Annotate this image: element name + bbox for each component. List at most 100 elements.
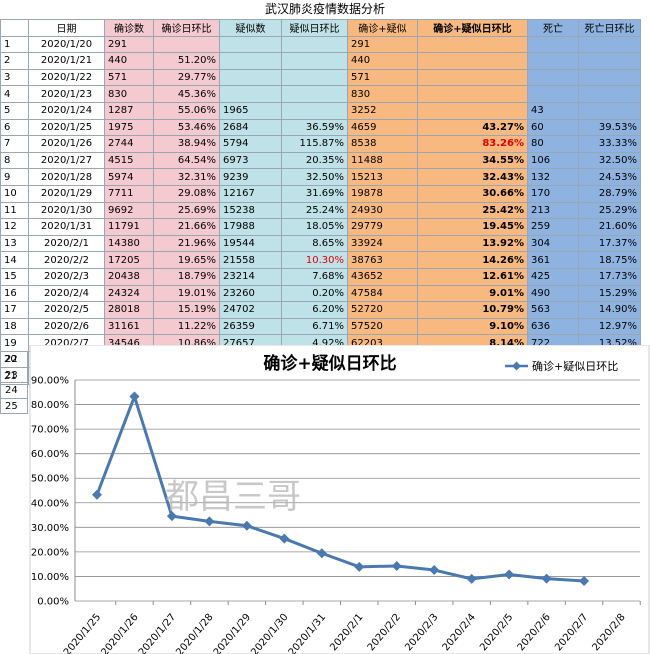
cell-t_ratio <box>417 35 528 54</box>
cell-suspected: 1965 <box>219 101 282 120</box>
cell-s_ratio <box>281 85 348 103</box>
cell-confirmed: 4515 <box>104 151 154 170</box>
cell-suspected: 26359 <box>219 317 282 336</box>
cell-c_ratio: 32.31% <box>153 168 220 186</box>
cell-t_ratio: 9.01% <box>417 284 528 303</box>
y-tick-label: 10.00% <box>31 572 69 583</box>
cell-c_ratio: 29.08% <box>153 184 220 203</box>
cell-s_ratio: 6.71% <box>281 317 348 336</box>
row-number-cell <box>0 19 29 37</box>
cell-d_ratio: 33.33% <box>578 135 641 153</box>
cell-deaths <box>527 68 579 87</box>
y-tick-label: 40.00% <box>31 498 69 509</box>
data-point <box>316 548 327 559</box>
table-row: 15 2020/2/3 20438 18.79% 23214 7.68% 43652 12.6… <box>0 267 641 286</box>
cell-total: 43652 <box>347 267 418 286</box>
chart-area <box>29 345 650 654</box>
header-row: 日期 确诊数 确诊日环比 疑似数 疑似日环比 确诊+疑似 确诊+疑似日环比 死亡 死亡日环比 <box>0 19 641 37</box>
cell-total: 8538 <box>347 135 418 153</box>
table-row: 14 2020/2/2 17205 19.65% 21558 10.30% 38763 14.… <box>0 251 641 269</box>
line-chart: 0.00% 10.00% 20.00% 30.00% 40.00% 50.00% 60.00… <box>29 345 650 654</box>
cell-total: 24930 <box>347 201 418 220</box>
table-row: 4 2020/1/23 830 45.36% 830 <box>0 85 641 103</box>
header-cell: 确诊日环比 <box>153 19 220 37</box>
y-tick-label: 70.00% <box>31 425 69 436</box>
cell-c_ratio: 19.65% <box>153 251 220 269</box>
row-number-cell: 13 <box>0 234 29 253</box>
cell-t_ratio: 10.79% <box>417 301 528 319</box>
table-row: 1 2020/1/20 291 291 <box>0 35 641 54</box>
legend-label: 确诊+疑似日环比 <box>532 359 618 373</box>
cell-t_ratio <box>417 85 528 103</box>
cell-date: 2020/2/2 <box>28 251 105 269</box>
cell-deaths: 490 <box>527 284 579 303</box>
cell-c_ratio: 21.96% <box>153 234 220 253</box>
row-number-cell: 7 <box>0 135 29 153</box>
row-number-cell: 21 <box>0 367 29 386</box>
data-point <box>579 576 590 587</box>
cell-d_ratio: 25.29% <box>578 201 641 220</box>
cell-total: 291 <box>347 35 418 54</box>
cell-suspected: 23260 <box>219 284 282 303</box>
cell-d_ratio: 24.53% <box>578 168 641 186</box>
cell-suspected: 21558 <box>219 251 282 269</box>
cell-s_ratio <box>281 52 348 70</box>
cell-total: 29779 <box>347 218 418 236</box>
header-cell: 确诊数 <box>104 19 154 37</box>
table-row: 8 2020/1/27 4515 64.54% 6973 20.35% 11488 34.55… <box>0 151 641 170</box>
table-row: 7 2020/1/26 2744 38.94% 5794 115.87% 8538 83.26… <box>0 135 641 153</box>
cell-deaths: 43 <box>527 101 579 120</box>
cell-deaths: 132 <box>527 168 579 186</box>
cell-t_ratio <box>417 101 528 120</box>
sheet-title: 武汉肺炎疫情数据分析 <box>264 2 385 16</box>
cell-total: 11488 <box>347 151 418 170</box>
cell-s_ratio <box>281 68 348 87</box>
table-row: 5 2020/1/24 1287 55.06% 1965 3252 43 <box>0 101 641 120</box>
row-number-cell: 8 <box>0 151 29 170</box>
cell-confirmed: 1287 <box>104 101 154 120</box>
cell-date: 2020/1/27 <box>28 151 105 170</box>
data-table: 日期 确诊数 确诊日环比 疑似数 疑似日环比 确诊+疑似 确诊+疑似日环比 死亡 死亡日环比 1 2… <box>0 19 641 386</box>
table-row: 11 2020/1/30 9692 25.69% 15238 25.24% 24930 25.… <box>0 201 641 220</box>
cell-deaths: 636 <box>527 317 579 336</box>
header-cell: 日期 <box>28 19 105 37</box>
cell-confirmed: 830 <box>104 85 154 103</box>
cell-date: 2020/1/23 <box>28 85 105 103</box>
row-number-cell: 20 <box>0 350 29 369</box>
cell-confirmed: 14380 <box>104 234 154 253</box>
cell-t_ratio <box>417 68 528 87</box>
cell-d_ratio <box>578 101 641 120</box>
cell-date: 2020/1/26 <box>28 135 105 153</box>
cell-c_ratio: 15.19% <box>153 301 220 319</box>
cell-t_ratio: 9.10% <box>417 317 528 336</box>
table-row: 13 2020/2/1 14380 21.96% 19544 8.65% 33924 13.9… <box>0 234 641 253</box>
cell-deaths: 80 <box>527 135 579 153</box>
cell-suspected: 15238 <box>219 201 282 220</box>
cell-confirmed: 31161 <box>104 317 154 336</box>
data-point <box>391 560 402 571</box>
cell-t_ratio <box>417 52 528 70</box>
cell-date: 2020/2/5 <box>28 301 105 319</box>
data-point <box>541 573 552 584</box>
cell-c_ratio: 51.20% <box>153 52 220 70</box>
cell-t_ratio: 43.27% <box>417 118 528 137</box>
row-number-cell: 10 <box>0 184 29 203</box>
cell-c_ratio: 55.06% <box>153 101 220 120</box>
cell-suspected: 6973 <box>219 151 282 170</box>
table-row: 18 2020/2/6 31161 11.22% 26359 6.71% 57520 9.10… <box>0 317 641 336</box>
header-cell: 确诊+疑似日环比 <box>417 19 528 37</box>
cell-t_ratio: 30.66% <box>417 184 528 203</box>
y-tick-label: 90.00% <box>31 376 69 387</box>
cell-s_ratio: 25.24% <box>281 201 348 220</box>
cell-d_ratio: 15.29% <box>578 284 641 303</box>
table-row: 3 2020/1/22 571 29.77% 571 <box>0 68 641 87</box>
cell-suspected <box>219 52 282 70</box>
cell-s_ratio: 36.59% <box>281 118 348 137</box>
cell-t_ratio: 13.92% <box>417 234 528 253</box>
row-number-cell: 22 <box>0 352 28 368</box>
cell-deaths: 563 <box>527 301 579 319</box>
cell-suspected <box>219 85 282 103</box>
cell-s_ratio: 31.69% <box>281 184 348 203</box>
data-point <box>466 573 477 584</box>
row-number-cell: 11 <box>0 201 29 220</box>
